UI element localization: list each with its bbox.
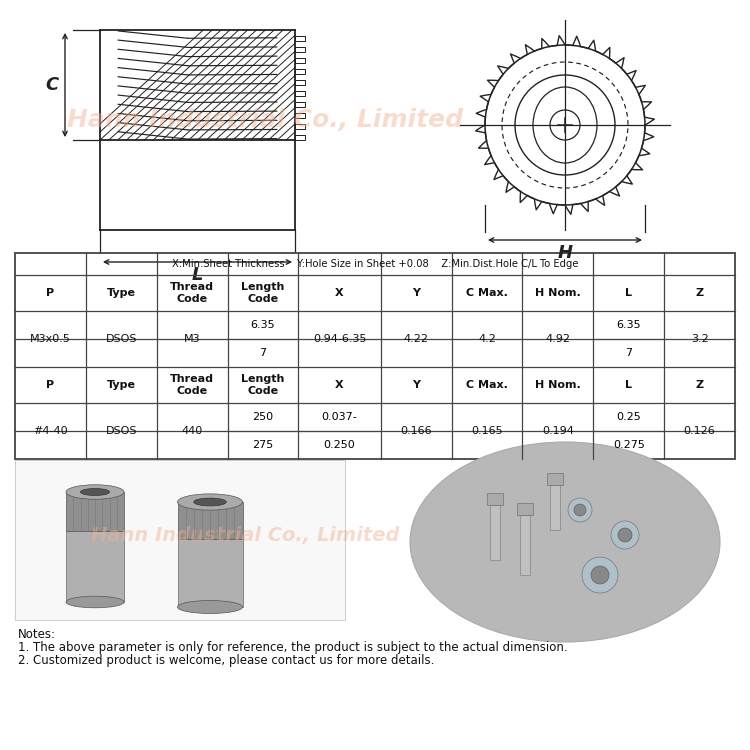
Bar [178, 538, 242, 607]
Text: H Nom.: H Nom. [535, 380, 580, 390]
Text: 3.2: 3.2 [691, 334, 709, 344]
Text: Z: Z [695, 380, 703, 390]
Text: C Max.: C Max. [466, 288, 508, 298]
Text: M3x0.5: M3x0.5 [30, 334, 70, 344]
Text: 1. The above parameter is only for reference, the product is subject to the actu: 1. The above parameter is only for refer… [18, 641, 568, 654]
Bar [295, 46, 305, 52]
Text: L: L [626, 288, 632, 298]
Text: 0.165: 0.165 [471, 426, 502, 436]
Ellipse shape [178, 601, 242, 613]
Bar [178, 502, 242, 538]
Ellipse shape [194, 498, 226, 506]
Circle shape [574, 504, 586, 516]
Text: P: P [46, 288, 55, 298]
Text: 275: 275 [253, 440, 274, 450]
Text: 440: 440 [182, 426, 203, 436]
Text: L: L [626, 380, 632, 390]
Text: Hann Industrial Co., Limited: Hann Industrial Co., Limited [67, 108, 463, 132]
Text: Thread
Code: Thread Code [170, 282, 214, 304]
Text: H: H [557, 244, 572, 262]
Text: 0.275: 0.275 [613, 440, 645, 450]
Text: DSOS: DSOS [106, 426, 137, 436]
Text: 250: 250 [253, 412, 274, 422]
Bar [295, 68, 305, 74]
Bar [517, 503, 533, 515]
Bar [487, 493, 503, 505]
Text: 4.22: 4.22 [404, 334, 428, 344]
Bar [295, 58, 305, 63]
Bar [547, 473, 563, 485]
Text: 0.126: 0.126 [684, 426, 716, 436]
Text: 4.92: 4.92 [545, 334, 570, 344]
Ellipse shape [410, 442, 720, 642]
Bar [295, 112, 305, 118]
Circle shape [582, 557, 618, 593]
Bar [66, 492, 124, 530]
Text: Hann Industrial Co., Limited: Hann Industrial Co., Limited [91, 526, 399, 544]
Bar [66, 530, 124, 602]
Text: Length
Code: Length Code [242, 374, 285, 396]
Ellipse shape [66, 596, 124, 608]
Text: Y: Y [412, 380, 420, 390]
Text: C Max.: C Max. [466, 380, 508, 390]
Bar [520, 515, 530, 575]
Text: X:Min.Sheet Thickness    Y:Hole Size in Sheet +0.08    Z:Min.Dist.Hole C/L To Ed: X:Min.Sheet Thickness Y:Hole Size in She… [172, 259, 578, 269]
Text: Type: Type [106, 288, 136, 298]
Bar [295, 80, 305, 85]
Text: 7: 7 [626, 348, 632, 358]
Bar [15, 460, 345, 620]
Text: 0.250: 0.250 [324, 440, 356, 450]
Text: 7: 7 [260, 348, 266, 358]
Text: 0.037-: 0.037- [322, 412, 358, 422]
Bar [490, 505, 500, 560]
Ellipse shape [80, 488, 110, 496]
Bar [295, 124, 305, 129]
Bar [295, 101, 305, 107]
Text: Thread
Code: Thread Code [170, 374, 214, 396]
Text: C: C [45, 76, 58, 94]
Text: 0.94-6.35: 0.94-6.35 [313, 334, 366, 344]
Text: P: P [46, 380, 55, 390]
Text: M3: M3 [184, 334, 200, 344]
Bar [295, 35, 305, 41]
Circle shape [618, 528, 632, 542]
Text: Notes:: Notes: [18, 628, 56, 641]
Text: 4.2: 4.2 [478, 334, 496, 344]
Bar [295, 91, 305, 96]
Ellipse shape [66, 484, 124, 500]
Circle shape [568, 498, 592, 522]
Bar [15, 253, 735, 459]
Text: DSOS: DSOS [106, 334, 137, 344]
Text: Y: Y [412, 288, 420, 298]
Text: Type: Type [106, 380, 136, 390]
Ellipse shape [178, 494, 242, 510]
Text: #4-40: #4-40 [33, 426, 68, 436]
Text: 2. Customized product is welcome, please contact us for more details.: 2. Customized product is welcome, please… [18, 654, 434, 667]
Text: Z: Z [695, 288, 703, 298]
Text: X: X [335, 380, 344, 390]
Bar [550, 485, 560, 530]
Text: 6.35: 6.35 [616, 320, 641, 330]
Text: H Nom.: H Nom. [535, 288, 580, 298]
Circle shape [591, 566, 609, 584]
Text: 6.35: 6.35 [251, 320, 275, 330]
Text: 0.25: 0.25 [616, 412, 641, 422]
Text: L: L [192, 266, 203, 284]
Text: 0.166: 0.166 [400, 426, 432, 436]
Text: X: X [335, 288, 344, 298]
Text: Length
Code: Length Code [242, 282, 285, 304]
Bar [295, 134, 305, 140]
Text: 0.194: 0.194 [542, 426, 574, 436]
Circle shape [611, 521, 639, 549]
